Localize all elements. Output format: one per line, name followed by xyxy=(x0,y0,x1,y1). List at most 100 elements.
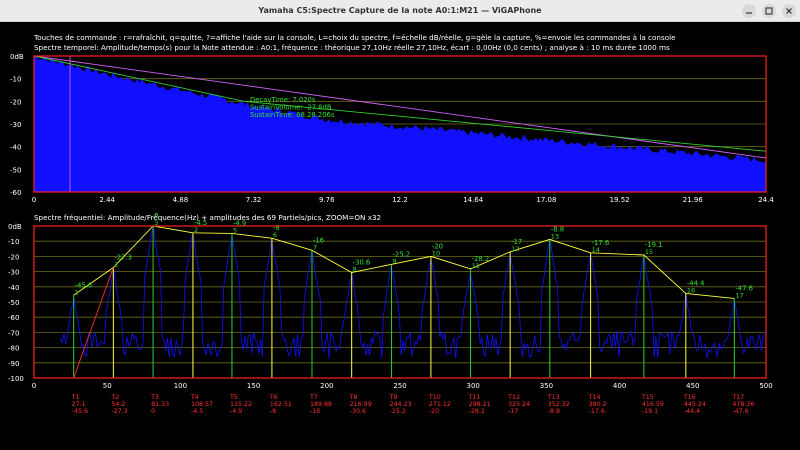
spectral-x-tick-label: 50 xyxy=(103,382,112,390)
spectral-y-tick-label: -70 xyxy=(8,329,19,337)
temporal-x-tick-label: 24.4 xyxy=(758,196,774,204)
minimize-button[interactable] xyxy=(742,4,756,18)
temporal-x-tick-label: 7.32 xyxy=(246,196,262,204)
partials-envelope xyxy=(73,225,735,299)
close-icon xyxy=(786,8,792,14)
partial-number-label: 17 xyxy=(735,291,743,299)
partial-table-freq: 162.51 xyxy=(270,401,292,408)
spectral-x-tick-label: 300 xyxy=(467,382,480,390)
partial-db-label: -30.6 xyxy=(353,259,371,267)
partial-table-name: T17 xyxy=(731,394,744,401)
partial-table-freq: 108.57 xyxy=(191,401,213,408)
temporal-trend-line xyxy=(33,55,767,159)
partial-number-label: 8 xyxy=(353,266,357,274)
partial-table-db: -19.1 xyxy=(642,408,658,415)
partial-table-freq: 416.59 xyxy=(642,401,664,408)
partial-number-label: 14 xyxy=(592,246,600,254)
partial-table-freq: 352.32 xyxy=(548,401,570,408)
partial-db-label: -17 xyxy=(511,238,522,246)
spectral-y-tick-label: -90 xyxy=(8,360,19,368)
temporal-annotation: SustainVolume: -27.8dB xyxy=(250,104,332,112)
partial-number-label: 5 xyxy=(233,226,237,234)
partial-table-db: -44.4 xyxy=(684,408,700,415)
temporal-x-tick-label: 4.88 xyxy=(173,196,189,204)
partial-table-freq: 325.24 xyxy=(508,401,530,408)
partial-db-label: -25.2 xyxy=(393,250,411,258)
partial-table-db: -20 xyxy=(429,408,439,415)
partial-table-db: -27.3 xyxy=(111,408,127,415)
partial-table-name: T2 xyxy=(110,394,119,401)
partial-number-label: 2 xyxy=(114,260,118,268)
partial-db-label: -4.5 xyxy=(194,219,207,227)
partial-table-db: -4.5 xyxy=(191,408,203,415)
partial-table-freq: 298.21 xyxy=(469,401,491,408)
partial-table-freq: 445.24 xyxy=(684,401,706,408)
temporal-y-tick-label: -10 xyxy=(10,76,21,84)
window-title: Yamaha C5:Spectre Capture de la note A0:… xyxy=(258,6,542,15)
partial-table-name: T5 xyxy=(229,394,238,401)
spectral-x-tick-label: 150 xyxy=(247,382,260,390)
partial-table-name: T6 xyxy=(269,394,278,401)
partial-db-label: -17.6 xyxy=(592,239,610,247)
temporal-annotation: SustainTime: 68.28.206s xyxy=(250,111,335,119)
partial-db-label: -28.2 xyxy=(472,255,490,263)
command-help-text: Touches de commande : r=rafraîchit, q=qu… xyxy=(34,33,676,42)
temporal-x-tick-label: 21.96 xyxy=(683,196,704,204)
partial-number-label: 10 xyxy=(432,249,440,257)
partial-table-db: -25.2 xyxy=(390,408,406,415)
temporal-envelope-line xyxy=(33,55,767,152)
spectral-y-tick-label: -50 xyxy=(8,299,19,307)
spectral-y-tick-label: -40 xyxy=(8,284,19,292)
temporal-chart: 0dB -10 -20 -30 -40 -50 -60 0 2.44 4.88 7.32 9.76 12… xyxy=(10,53,774,204)
partial-table-db: 0 xyxy=(151,408,155,415)
temporal-y-tick-label: -50 xyxy=(10,166,21,174)
partial-table-name: T3 xyxy=(150,394,159,401)
partial-table-freq: 380.2 xyxy=(589,401,607,408)
spectral-x-tick-label: 450 xyxy=(686,382,699,390)
partial-table-name: T16 xyxy=(683,394,696,401)
partial-table-freq: 216.99 xyxy=(350,401,372,408)
spectral-y-tick-label: -100 xyxy=(8,375,24,383)
spectral-x-tick-label: 500 xyxy=(759,382,772,390)
maximize-button[interactable] xyxy=(762,4,776,18)
partial-table-db: -17 xyxy=(508,408,518,415)
frequency-spectrum-title: Spectre fréquentiel: Amplitude/Fréquence… xyxy=(34,213,382,222)
partial-number-label: 16 xyxy=(687,286,695,294)
partial-table-name: T7 xyxy=(309,394,318,401)
temporal-y-tick-label: 0dB xyxy=(10,53,24,61)
partial-table-freq: 271.12 xyxy=(429,401,451,408)
partial-number-label: 9 xyxy=(393,257,397,265)
temporal-decay-area xyxy=(34,56,766,192)
spectral-y-tick-label: -80 xyxy=(8,345,19,353)
partial-table-freq: 27.1 xyxy=(72,401,86,408)
minimize-icon xyxy=(746,12,752,14)
partial-table-name: T4 xyxy=(190,394,199,401)
partial-number-label: 2 xyxy=(194,226,198,234)
partial-table-name: T12 xyxy=(507,394,520,401)
partial-table-db: -30.6 xyxy=(350,408,366,415)
partial-table-freq: 244.23 xyxy=(390,401,412,408)
partial-number-label: 11 xyxy=(472,262,480,270)
partial-db-label: -27.3 xyxy=(114,253,132,261)
temporal-y-tick-label: -30 xyxy=(10,121,21,129)
temporal-y-tick-label: -20 xyxy=(10,98,21,106)
window-titlebar[interactable]: Yamaha C5:Spectre Capture de la note A0:… xyxy=(0,0,800,22)
partial-table-freq: 135.22 xyxy=(230,401,252,408)
partial-table-db: -28.2 xyxy=(469,408,485,415)
temporal-x-tick-label: 14.64 xyxy=(463,196,484,204)
spectral-frame xyxy=(33,225,767,379)
maximize-icon xyxy=(765,7,773,15)
partial-db-label: -16 xyxy=(313,236,324,244)
partial-table-db: -47.6 xyxy=(732,408,748,415)
partial-table-name: T14 xyxy=(588,394,601,401)
spectrum-canvas[interactable]: Touches de commande : r=rafraîchit, q=qu… xyxy=(0,22,800,450)
partial-number-label: 12 xyxy=(511,245,519,253)
partial-table-db: -45.6 xyxy=(72,408,88,415)
temporal-x-tick-label: 2.44 xyxy=(99,196,115,204)
partial-db-label: -20 xyxy=(432,242,443,250)
partial-db-label: -8.8 xyxy=(551,225,564,233)
partial-table-freq: 81.33 xyxy=(151,401,169,408)
partial-table-name: T10 xyxy=(428,394,441,401)
close-button[interactable] xyxy=(782,4,796,18)
frequency-chart: 0dB-10-20-30-40-50-60-70-80-90-100-45.61… xyxy=(8,212,773,415)
